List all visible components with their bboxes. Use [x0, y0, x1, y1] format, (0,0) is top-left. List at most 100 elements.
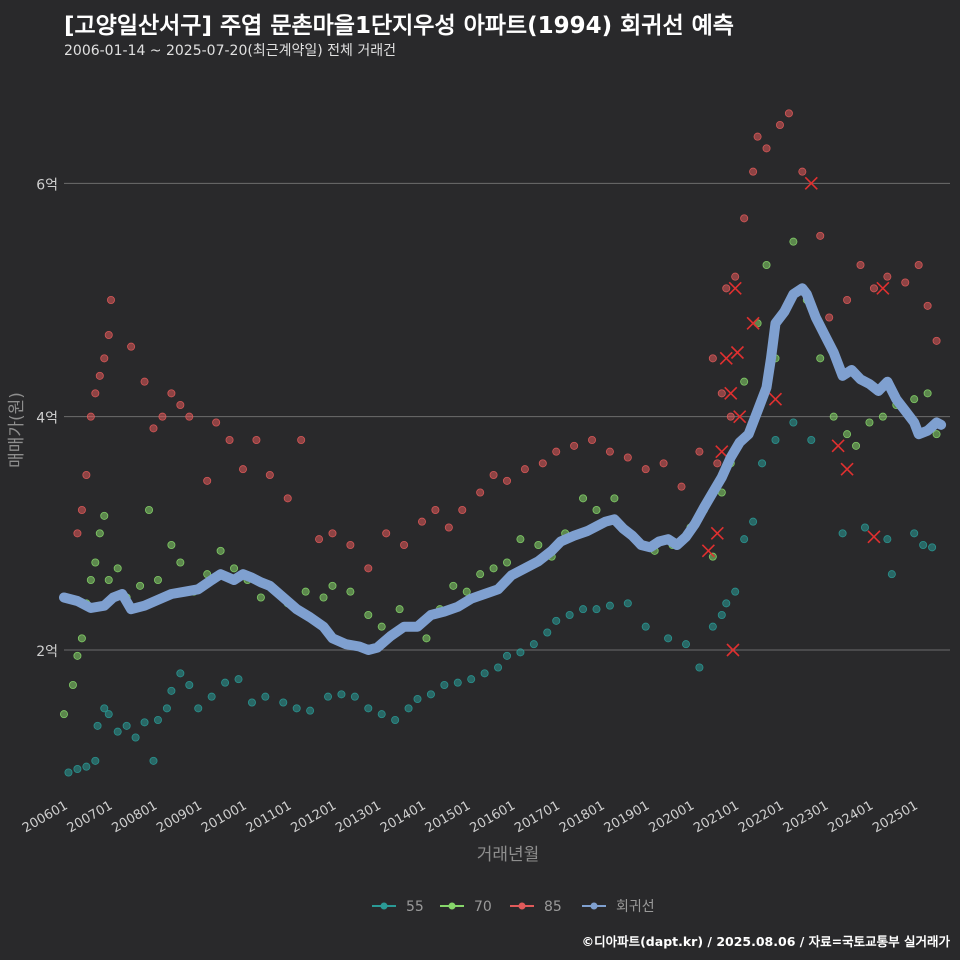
point-series-70: [422, 634, 431, 643]
cancelled-marker: [804, 176, 818, 190]
cancelled-marker: [715, 445, 729, 459]
point-series-55: [883, 535, 892, 544]
x-tick-label: 201601: [468, 798, 518, 836]
point-series-55: [185, 681, 194, 690]
point-series-70: [852, 441, 861, 450]
point-series-55: [391, 716, 400, 725]
point-series-70: [476, 570, 485, 579]
point-series-85: [265, 470, 274, 479]
point-series-55: [605, 601, 614, 610]
x-tick-label: 200601: [20, 798, 70, 836]
point-series-85: [225, 435, 234, 444]
x-tick-label: 202101: [691, 798, 741, 836]
point-series-85: [283, 494, 292, 503]
cancelled-marker: [876, 281, 890, 295]
point-series-55: [377, 710, 386, 719]
x-tick-label: 201901: [602, 798, 652, 836]
legend-item: 55: [372, 899, 424, 915]
point-series-85: [677, 482, 686, 491]
point-series-85: [476, 488, 485, 497]
point-series-85: [158, 412, 167, 421]
point-series-55: [494, 663, 503, 672]
point-series-85: [185, 412, 194, 421]
point-series-55: [100, 704, 109, 713]
point-series-55: [552, 616, 561, 625]
point-series-70: [740, 377, 749, 386]
point-series-70: [104, 576, 113, 585]
point-series-70: [216, 546, 225, 555]
point-series-85: [346, 541, 355, 550]
point-series-85: [883, 272, 892, 281]
point-series-55: [149, 756, 158, 765]
cancelled-marker: [831, 439, 845, 453]
point-series-70: [516, 535, 525, 544]
point-series-85: [176, 400, 185, 409]
point-series-55: [64, 768, 73, 777]
point-series-55: [838, 529, 847, 538]
point-series-70: [256, 593, 265, 602]
point-series-85: [538, 459, 547, 468]
point-series-55: [807, 435, 816, 444]
point-series-85: [489, 470, 498, 479]
point-series-70: [843, 430, 852, 439]
point-series-85: [212, 418, 221, 427]
point-series-70: [923, 389, 932, 398]
point-series-85: [73, 529, 82, 538]
point-series-85: [382, 529, 391, 538]
point-series-70: [462, 587, 471, 596]
cancelled-marker: [728, 281, 742, 295]
point-series-85: [717, 389, 726, 398]
x-tick-label: 201401: [378, 798, 428, 836]
point-series-85: [328, 529, 337, 538]
point-series-85: [816, 231, 825, 240]
point-series-85: [82, 470, 91, 479]
y-axis-label: 매매가(원): [7, 392, 27, 468]
point-series-70: [377, 622, 386, 631]
legend-label: 회귀선: [616, 899, 655, 915]
point-series-55: [480, 669, 489, 678]
point-series-85: [140, 377, 149, 386]
point-series-85: [106, 295, 115, 304]
point-series-85: [252, 435, 261, 444]
point-series-85: [520, 465, 529, 474]
point-series-55: [122, 721, 131, 730]
point-series-55: [306, 706, 315, 715]
cancelled-marker: [768, 392, 783, 406]
point-series-55: [247, 698, 256, 707]
legend-dot: [380, 902, 388, 910]
x-tick-label: 202501: [870, 798, 920, 836]
point-series-55: [695, 663, 704, 672]
point-series-55: [453, 678, 462, 687]
point-series-70: [100, 511, 109, 520]
point-series-55: [194, 704, 203, 713]
x-tick-label: 202301: [781, 798, 831, 836]
point-series-85: [444, 523, 453, 532]
point-series-70: [95, 529, 104, 538]
point-series-55: [404, 704, 413, 713]
x-tick-label: 200801: [110, 798, 160, 836]
point-series-55: [502, 651, 511, 660]
point-series-55: [234, 675, 243, 684]
point-series-85: [86, 412, 95, 421]
point-series-85: [731, 272, 740, 281]
chart-title: [고양일산서구] 주엽 문촌마을1단지우성 아파트(1994) 회귀선 예측: [64, 13, 734, 39]
regression-line-path: [59, 283, 947, 655]
chart-subtitle: 2006-01-14 ~ 2025-07-20(최근계약일) 전체 거래건: [64, 43, 396, 59]
regression-line: [59, 283, 947, 655]
point-series-85: [502, 476, 511, 485]
legend-dot: [518, 902, 526, 910]
y-axis-ticks: 2억 4억 6억: [36, 177, 58, 660]
point-series-55: [758, 459, 767, 468]
chart-legend: 55 70 85 회귀선: [372, 899, 655, 915]
grid-lines: [64, 182, 950, 651]
point-series-85: [149, 424, 158, 433]
point-series-70: [319, 593, 328, 602]
point-series-55: [749, 517, 758, 526]
point-series-55: [73, 765, 82, 774]
point-series-85: [91, 389, 100, 398]
point-series-70: [865, 418, 874, 427]
point-series-70: [153, 576, 162, 585]
point-series-55: [113, 727, 122, 736]
point-series-85: [659, 459, 668, 468]
point-series-70: [829, 412, 838, 421]
